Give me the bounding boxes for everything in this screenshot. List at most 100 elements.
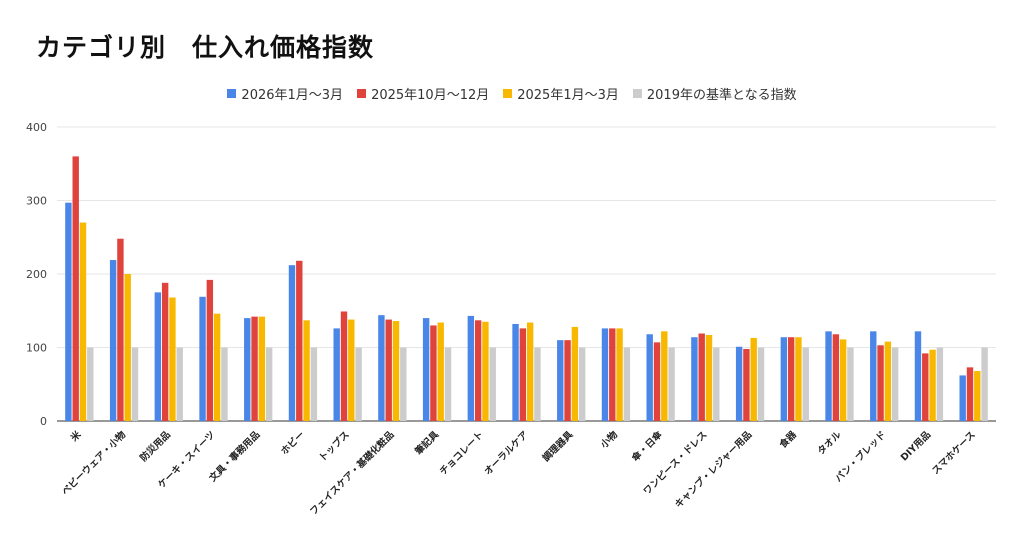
bar[interactable]: 小物 / 2019年の基準となる指数: 100 <box>623 347 631 422</box>
legend-swatch-series-1 <box>227 89 237 98</box>
bar[interactable]: パン・ブレッド / 2025年1月〜3月: 108 <box>884 341 892 421</box>
bar[interactable]: DIY用品 / 2025年10月〜12月: 92 <box>922 353 929 421</box>
bar[interactable]: ホビー / 2025年10月〜12月: 218 <box>296 260 303 421</box>
bar[interactable]: チョコレート / 2019年の基準となる指数: 100 <box>489 347 496 422</box>
bar[interactable]: DIY用品 / 2025年1月〜3月: 97 <box>929 349 936 421</box>
bar[interactable]: トップス / 2025年1月〜3月: 138 <box>348 319 355 421</box>
bar[interactable]: 文具・事務用品 / 2019年の基準となる指数: 100 <box>265 347 273 422</box>
bar[interactable]: 文具・事務用品 / 2026年1月〜3月: 140 <box>244 318 251 421</box>
bar[interactable]: トップス / 2025年10月〜12月: 149 <box>340 311 348 421</box>
legend-swatch-series-3 <box>503 89 513 98</box>
bar[interactable]: フェイスケア・基礎化粧品 / 2019年の基準となる指数: 100 <box>400 347 407 422</box>
bar[interactable]: チョコレート / 2026年1月〜3月: 143 <box>467 315 475 421</box>
x-category-label: 小物 <box>597 428 620 451</box>
bar[interactable]: キャンプ・レジャー用品 / 2025年1月〜3月: 113 <box>750 337 757 421</box>
bar[interactable]: オーラルケア / 2019年の基準となる指数: 100 <box>534 347 541 422</box>
x-category-label: 筆記具 <box>412 428 442 458</box>
bar[interactable]: オーラルケア / 2026年1月〜3月: 132 <box>512 323 519 421</box>
bar[interactable]: 筆記具 / 2026年1月〜3月: 140 <box>422 318 430 421</box>
bar[interactable]: スマホケース / 2025年10月〜12月: 73 <box>966 367 974 421</box>
bar[interactable]: 防災用品 / 2025年1月〜3月: 168 <box>169 297 176 421</box>
bar[interactable]: 文具・事務用品 / 2025年1月〜3月: 142 <box>258 316 266 421</box>
bar[interactable]: 文具・事務用品 / 2025年10月〜12月: 142 <box>251 316 258 421</box>
bar[interactable]: トップス / 2019年の基準となる指数: 100 <box>355 347 362 422</box>
bar[interactable]: パン・ブレッド / 2026年1月〜3月: 122 <box>870 331 877 421</box>
x-category-label: タオル <box>815 428 844 457</box>
bar[interactable]: ベビーウェア・小物 / 2025年1月〜3月: 200 <box>124 274 131 421</box>
bar[interactable]: フェイスケア・基礎化粧品 / 2026年1月〜3月: 144 <box>378 315 385 421</box>
bar[interactable]: 傘・日傘 / 2025年1月〜3月: 122 <box>661 331 668 421</box>
bar[interactable]: ワンピース・ドレス / 2026年1月〜3月: 114 <box>691 337 698 421</box>
x-category-label: トップス <box>316 429 351 464</box>
bar[interactable]: ベビーウェア・小物 / 2026年1月〜3月: 219 <box>109 260 117 421</box>
bar[interactable]: 米 / 2019年の基準となる指数: 100 <box>87 347 94 422</box>
bar[interactable]: 傘・日傘 / 2025年10月〜12月: 107 <box>653 342 661 421</box>
bar[interactable]: 防災用品 / 2026年1月〜3月: 175 <box>154 292 162 421</box>
bar[interactable]: 米 / 2026年1月〜3月: 297 <box>65 202 72 421</box>
bar[interactable]: 食器 / 2025年1月〜3月: 114 <box>795 337 802 421</box>
bar[interactable]: キャンプ・レジャー用品 / 2025年10月〜12月: 98 <box>743 348 750 421</box>
bar[interactable]: 防災用品 / 2025年10月〜12月: 188 <box>161 282 169 421</box>
bar[interactable]: トップス / 2026年1月〜3月: 126 <box>333 328 340 421</box>
bar[interactable]: オーラルケア / 2025年1月〜3月: 134 <box>526 322 534 421</box>
legend-item-series-4[interactable]: 2019年の基準となる指数 <box>632 84 797 103</box>
bar[interactable]: 小物 / 2026年1月〜3月: 126 <box>601 328 609 421</box>
bar[interactable]: スマホケース / 2025年1月〜3月: 68 <box>974 371 981 421</box>
bar[interactable]: フェイスケア・基礎化粧品 / 2025年10月〜12月: 138 <box>385 319 392 421</box>
bar[interactable]: 筆記具 / 2019年の基準となる指数: 100 <box>444 347 452 422</box>
bar[interactable]: オーラルケア / 2025年10月〜12月: 126 <box>519 328 527 421</box>
bar[interactable]: ケーキ・スイーツ / 2025年1月〜3月: 146 <box>213 313 221 421</box>
bar[interactable]: タオル / 2025年1月〜3月: 111 <box>839 339 847 421</box>
legend-label-series-2: 2025年10月〜12月 <box>371 88 490 103</box>
bar[interactable]: ベビーウェア・小物 / 2019年の基準となる指数: 100 <box>131 347 139 422</box>
bar[interactable]: 食器 / 2019年の基準となる指数: 100 <box>802 347 809 422</box>
bar[interactable]: 防災用品 / 2019年の基準となる指数: 100 <box>176 347 183 422</box>
bar[interactable]: 調理器具 / 2025年10月〜12月: 110 <box>564 340 571 421</box>
bar[interactable]: ホビー / 2026年1月〜3月: 212 <box>288 265 296 421</box>
bar[interactable]: タオル / 2026年1月〜3月: 122 <box>825 331 832 421</box>
bar[interactable]: 調理器具 / 2019年の基準となる指数: 100 <box>578 347 586 422</box>
bar[interactable]: 小物 / 2025年10月〜12月: 126 <box>609 328 616 421</box>
bar[interactable]: パン・ブレッド / 2025年10月〜12月: 103 <box>877 345 884 421</box>
bar[interactable]: ワンピース・ドレス / 2025年10月〜12月: 119 <box>698 333 705 421</box>
bar[interactable]: ワンピース・ドレス / 2019年の基準となる指数: 100 <box>713 347 720 422</box>
bar[interactable]: 米 / 2025年1月〜3月: 270 <box>79 222 87 421</box>
bar[interactable]: 筆記具 / 2025年10月〜12月: 130 <box>430 325 437 421</box>
bar[interactable]: 調理器具 / 2026年1月〜3月: 110 <box>557 340 564 421</box>
bar[interactable]: 傘・日傘 / 2019年の基準となる指数: 100 <box>668 347 675 422</box>
legend-item-series-3[interactable]: 2025年1月〜3月 <box>503 84 619 103</box>
x-category-label: 調理器具 <box>540 428 576 464</box>
bar[interactable]: キャンプ・レジャー用品 / 2019年の基準となる指数: 100 <box>757 347 765 422</box>
bar[interactable]: タオル / 2019年の基準となる指数: 100 <box>847 347 854 422</box>
bar[interactable]: チョコレート / 2025年10月〜12月: 137 <box>474 320 482 421</box>
bar[interactable]: フェイスケア・基礎化粧品 / 2025年1月〜3月: 136 <box>392 321 400 421</box>
legend-item-series-2[interactable]: 2025年10月〜12月 <box>357 84 489 103</box>
bar[interactable]: スマホケース / 2019年の基準となる指数: 100 <box>981 347 988 422</box>
bar[interactable]: 食器 / 2026年1月〜3月: 114 <box>780 337 788 421</box>
bar[interactable]: チョコレート / 2025年1月〜3月: 135 <box>482 321 489 421</box>
x-category-label: ベビーウェア・小物 <box>59 428 128 497</box>
bar[interactable]: ホビー / 2025年1月〜3月: 137 <box>303 320 310 421</box>
bar[interactable]: パン・ブレッド / 2019年の基準となる指数: 100 <box>891 347 899 422</box>
bar[interactable]: 傘・日傘 / 2026年1月〜3月: 118 <box>646 334 653 421</box>
bar[interactable]: 筆記具 / 2025年1月〜3月: 134 <box>437 322 444 421</box>
bar[interactable]: ベビーウェア・小物 / 2025年10月〜12月: 248 <box>117 238 124 421</box>
bar[interactable]: ケーキ・スイーツ / 2025年10月〜12月: 192 <box>206 279 214 421</box>
bar[interactable]: DIY用品 / 2019年の基準となる指数: 100 <box>936 347 944 422</box>
y-tick-label: 100 <box>26 342 47 355</box>
bar[interactable]: ワンピース・ドレス / 2025年1月〜3月: 117 <box>705 335 713 421</box>
bar[interactable]: DIY用品 / 2026年1月〜3月: 122 <box>914 331 922 421</box>
bar[interactable]: スマホケース / 2026年1月〜3月: 62 <box>959 375 966 421</box>
bar[interactable]: 小物 / 2025年1月〜3月: 126 <box>616 328 623 421</box>
legend: 2026年1月〜3月 2025年10月〜12月 2025年1月〜3月 2019年… <box>0 84 1024 103</box>
bar[interactable]: タオル / 2025年10月〜12月: 118 <box>832 334 840 421</box>
bar[interactable]: ホビー / 2019年の基準となる指数: 100 <box>310 347 318 422</box>
legend-item-series-1[interactable]: 2026年1月〜3月 <box>227 84 343 103</box>
bar[interactable]: ケーキ・スイーツ / 2026年1月〜3月: 169 <box>199 296 206 421</box>
bar[interactable]: 調理器具 / 2025年1月〜3月: 128 <box>571 326 579 421</box>
x-category-label: 米 <box>68 428 84 444</box>
bar[interactable]: キャンプ・レジャー用品 / 2026年1月〜3月: 101 <box>735 346 743 421</box>
bar[interactable]: 米 / 2025年10月〜12月: 360 <box>72 156 79 421</box>
bar[interactable]: 食器 / 2025年10月〜12月: 114 <box>787 337 795 421</box>
bar[interactable]: ケーキ・スイーツ / 2019年の基準となる指数: 100 <box>221 347 228 422</box>
